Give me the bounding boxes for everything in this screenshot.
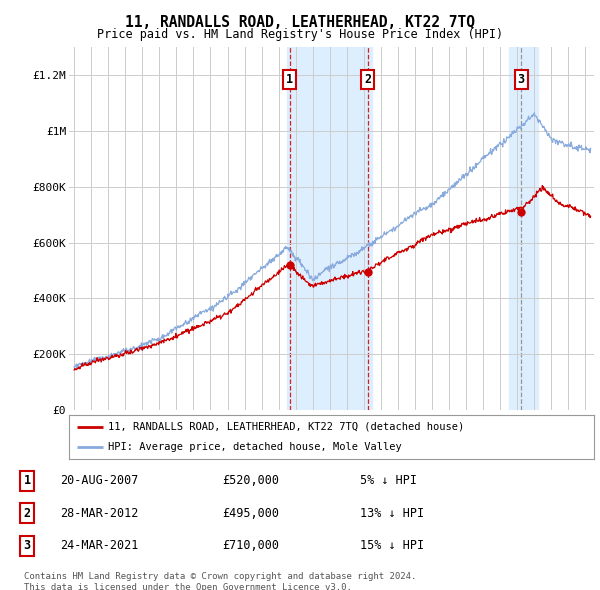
Text: 13% ↓ HPI: 13% ↓ HPI xyxy=(360,507,424,520)
Text: £710,000: £710,000 xyxy=(222,539,279,552)
Text: 11, RANDALLS ROAD, LEATHERHEAD, KT22 7TQ (detached house): 11, RANDALLS ROAD, LEATHERHEAD, KT22 7TQ… xyxy=(109,422,464,432)
Text: 20-AUG-2007: 20-AUG-2007 xyxy=(60,474,139,487)
Text: 28-MAR-2012: 28-MAR-2012 xyxy=(60,507,139,520)
Text: 1: 1 xyxy=(23,474,31,487)
Text: 5% ↓ HPI: 5% ↓ HPI xyxy=(360,474,417,487)
Text: HPI: Average price, detached house, Mole Valley: HPI: Average price, detached house, Mole… xyxy=(109,442,402,452)
Text: £520,000: £520,000 xyxy=(222,474,279,487)
Text: 11, RANDALLS ROAD, LEATHERHEAD, KT22 7TQ: 11, RANDALLS ROAD, LEATHERHEAD, KT22 7TQ xyxy=(125,15,475,30)
Text: This data is licensed under the Open Government Licence v3.0.: This data is licensed under the Open Gov… xyxy=(24,583,352,590)
Text: Price paid vs. HM Land Registry's House Price Index (HPI): Price paid vs. HM Land Registry's House … xyxy=(97,28,503,41)
Text: 3: 3 xyxy=(518,73,525,86)
Text: £495,000: £495,000 xyxy=(222,507,279,520)
Text: 3: 3 xyxy=(23,539,31,552)
Text: 15% ↓ HPI: 15% ↓ HPI xyxy=(360,539,424,552)
Text: 2: 2 xyxy=(23,507,31,520)
Bar xyxy=(287,47,373,410)
Text: 24-MAR-2021: 24-MAR-2021 xyxy=(60,539,139,552)
Text: 2: 2 xyxy=(364,73,371,86)
Text: 1: 1 xyxy=(286,73,293,86)
Text: Contains HM Land Registry data © Crown copyright and database right 2024.: Contains HM Land Registry data © Crown c… xyxy=(24,572,416,581)
Bar xyxy=(509,47,538,410)
